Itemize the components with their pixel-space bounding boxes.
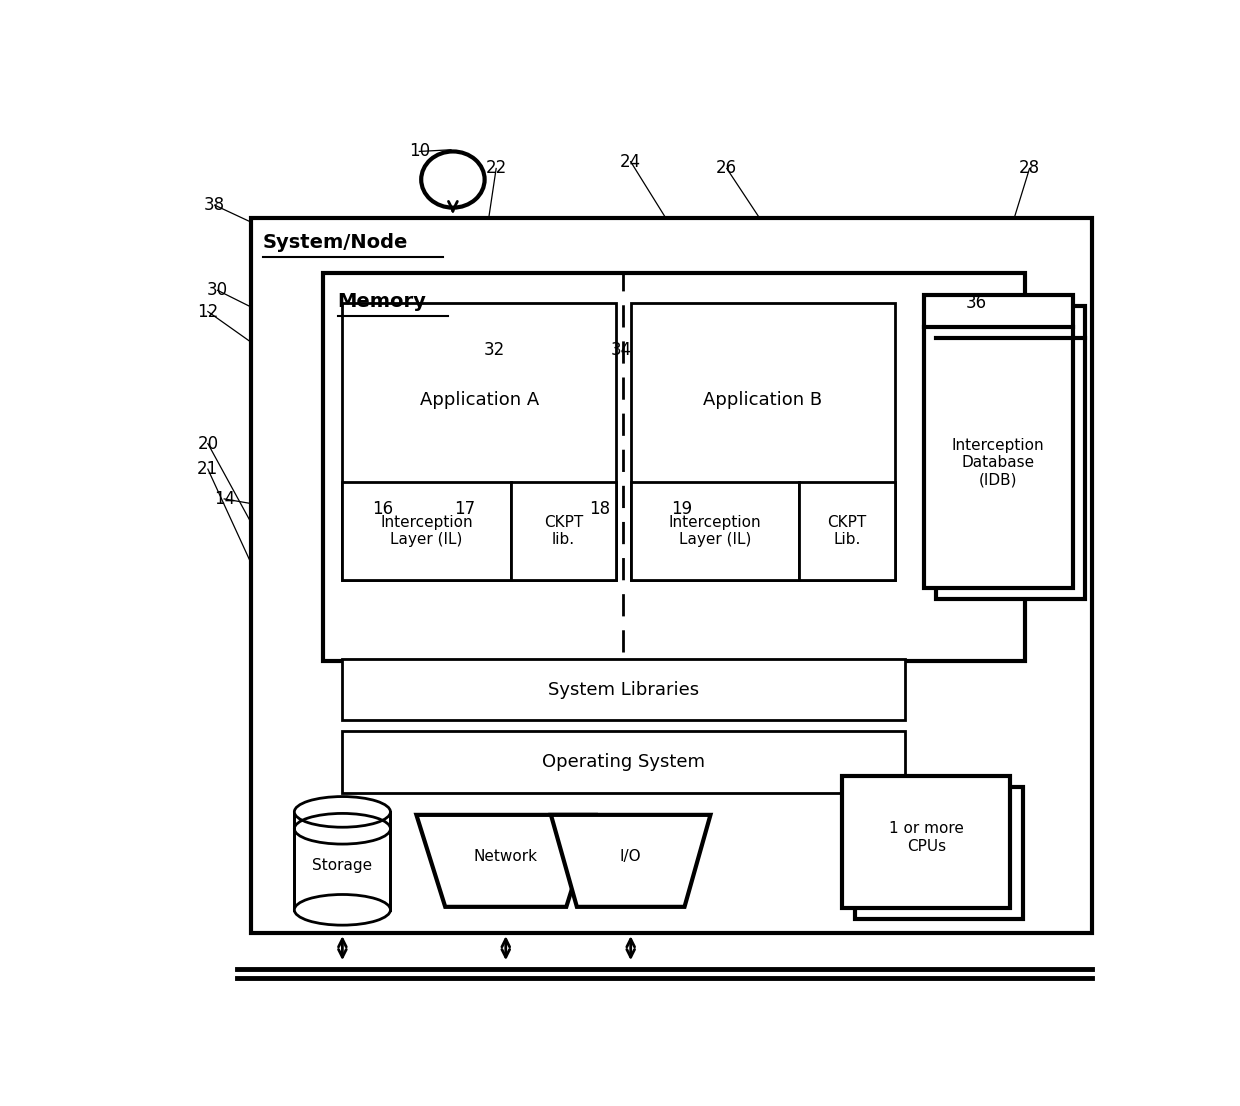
Text: 21: 21 xyxy=(197,460,218,478)
Text: 10: 10 xyxy=(409,143,430,160)
Text: 34: 34 xyxy=(610,341,631,358)
Bar xyxy=(250,218,1092,933)
Text: 18: 18 xyxy=(589,500,610,518)
Bar xyxy=(342,731,904,793)
Bar xyxy=(631,482,799,580)
Polygon shape xyxy=(551,815,711,907)
Text: 1 or more
CPUs: 1 or more CPUs xyxy=(889,822,963,854)
Text: 17: 17 xyxy=(454,500,475,518)
Text: Storage: Storage xyxy=(312,857,372,873)
Text: CKPT
Lib.: CKPT Lib. xyxy=(827,514,867,547)
Text: Interception
Layer (IL): Interception Layer (IL) xyxy=(668,514,761,547)
Text: Application A: Application A xyxy=(419,390,539,409)
Text: System Libraries: System Libraries xyxy=(548,680,699,699)
Text: Memory: Memory xyxy=(337,292,427,311)
Bar xyxy=(324,273,1024,660)
Text: I/O: I/O xyxy=(620,849,641,864)
Text: 14: 14 xyxy=(213,490,234,508)
Text: 24: 24 xyxy=(620,153,641,170)
Bar xyxy=(924,294,1073,588)
Bar xyxy=(511,482,616,580)
Text: 30: 30 xyxy=(207,281,228,300)
Text: Network: Network xyxy=(474,849,538,864)
Ellipse shape xyxy=(294,796,391,827)
Text: Operating System: Operating System xyxy=(542,753,706,771)
Bar xyxy=(342,659,904,720)
Text: 36: 36 xyxy=(966,294,987,312)
Bar xyxy=(854,786,1023,919)
Text: 38: 38 xyxy=(205,196,226,215)
Text: 12: 12 xyxy=(197,303,218,321)
Text: 19: 19 xyxy=(671,500,692,518)
Bar xyxy=(842,775,1011,908)
Text: 28: 28 xyxy=(1019,159,1040,177)
Text: 20: 20 xyxy=(197,435,218,452)
Text: Interception
Layer (IL): Interception Layer (IL) xyxy=(381,514,472,547)
Bar xyxy=(936,305,1085,599)
Text: 32: 32 xyxy=(484,341,505,358)
Text: 16: 16 xyxy=(372,500,393,518)
Text: Interception
Database
(IDB): Interception Database (IDB) xyxy=(952,438,1044,488)
Ellipse shape xyxy=(294,895,391,925)
Polygon shape xyxy=(417,815,595,907)
Text: 26: 26 xyxy=(717,159,738,177)
Text: System/Node: System/Node xyxy=(263,233,408,252)
Text: Application B: Application B xyxy=(703,390,822,409)
Bar xyxy=(294,812,391,910)
Bar xyxy=(342,303,616,580)
Text: 22: 22 xyxy=(486,159,507,177)
Bar xyxy=(631,303,895,580)
Bar xyxy=(342,482,511,580)
Bar xyxy=(799,482,895,580)
Text: CKPT
lib.: CKPT lib. xyxy=(544,514,583,547)
